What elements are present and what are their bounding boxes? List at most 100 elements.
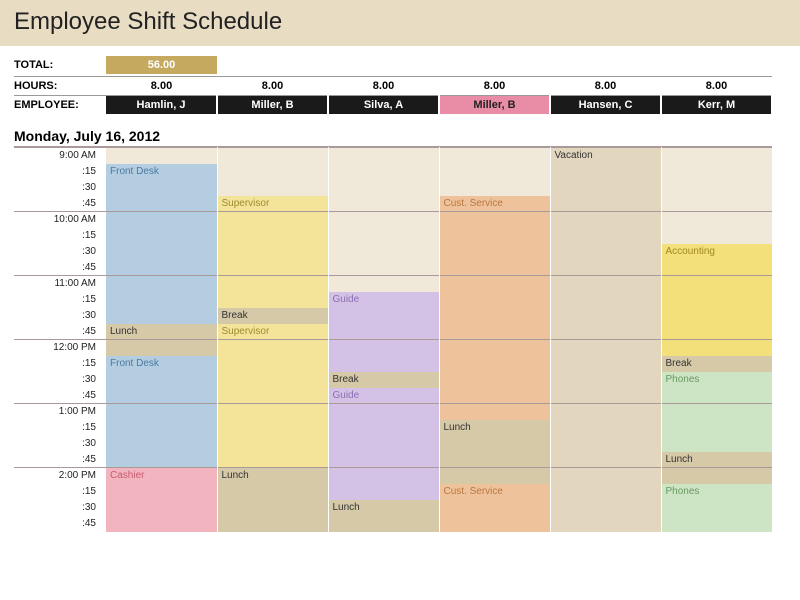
schedule-cell[interactable] xyxy=(550,372,661,388)
schedule-cell[interactable] xyxy=(439,276,550,292)
schedule-cell[interactable] xyxy=(439,260,550,276)
schedule-cell[interactable] xyxy=(106,244,217,260)
schedule-cell[interactable] xyxy=(217,228,328,244)
schedule-cell[interactable] xyxy=(217,404,328,420)
schedule-cell[interactable]: Lunch xyxy=(439,420,550,436)
schedule-cell[interactable] xyxy=(550,452,661,468)
schedule-cell[interactable]: Supervisor xyxy=(217,196,328,212)
schedule-cell[interactable] xyxy=(106,340,217,356)
schedule-cell[interactable] xyxy=(661,196,772,212)
schedule-cell[interactable] xyxy=(217,244,328,260)
schedule-cell[interactable] xyxy=(217,276,328,292)
schedule-cell[interactable]: Guide xyxy=(328,388,439,404)
schedule-cell[interactable]: Guide xyxy=(328,292,439,308)
schedule-cell[interactable] xyxy=(661,324,772,340)
schedule-cell[interactable] xyxy=(328,228,439,244)
schedule-cell[interactable] xyxy=(217,500,328,516)
schedule-cell[interactable] xyxy=(106,148,217,164)
schedule-cell[interactable] xyxy=(217,356,328,372)
schedule-cell[interactable] xyxy=(550,244,661,260)
schedule-cell[interactable]: Vacation xyxy=(550,148,661,164)
schedule-cell[interactable] xyxy=(106,260,217,276)
schedule-cell[interactable] xyxy=(217,260,328,276)
schedule-cell[interactable] xyxy=(550,276,661,292)
schedule-cell[interactable] xyxy=(217,484,328,500)
schedule-cell[interactable] xyxy=(217,452,328,468)
schedule-cell[interactable] xyxy=(661,516,772,532)
schedule-cell[interactable] xyxy=(661,308,772,324)
schedule-cell[interactable] xyxy=(217,340,328,356)
schedule-cell[interactable] xyxy=(661,388,772,404)
schedule-cell[interactable] xyxy=(106,452,217,468)
schedule-cell[interactable] xyxy=(328,420,439,436)
employee-cell[interactable]: Miller, B xyxy=(217,96,328,115)
schedule-cell[interactable] xyxy=(217,388,328,404)
schedule-cell[interactable]: Cust. Service xyxy=(439,196,550,212)
schedule-cell[interactable] xyxy=(439,308,550,324)
schedule-cell[interactable] xyxy=(439,148,550,164)
schedule-cell[interactable] xyxy=(439,516,550,532)
employee-cell[interactable]: Silva, A xyxy=(328,96,439,115)
schedule-cell[interactable] xyxy=(328,468,439,484)
schedule-cell[interactable] xyxy=(439,244,550,260)
schedule-cell[interactable] xyxy=(328,148,439,164)
schedule-cell[interactable] xyxy=(217,180,328,196)
schedule-cell[interactable] xyxy=(106,196,217,212)
schedule-cell[interactable] xyxy=(550,404,661,420)
schedule-cell[interactable] xyxy=(328,260,439,276)
schedule-cell[interactable] xyxy=(661,260,772,276)
schedule-cell[interactable]: Supervisor xyxy=(217,324,328,340)
schedule-cell[interactable] xyxy=(217,516,328,532)
schedule-cell[interactable] xyxy=(439,388,550,404)
schedule-cell[interactable] xyxy=(328,452,439,468)
schedule-cell[interactable] xyxy=(439,436,550,452)
schedule-cell[interactable] xyxy=(550,436,661,452)
schedule-cell[interactable] xyxy=(661,340,772,356)
schedule-cell[interactable] xyxy=(550,420,661,436)
schedule-cell[interactable] xyxy=(661,180,772,196)
schedule-cell[interactable] xyxy=(661,468,772,484)
schedule-cell[interactable] xyxy=(328,436,439,452)
schedule-cell[interactable] xyxy=(550,196,661,212)
employee-cell[interactable]: Kerr, M xyxy=(661,96,772,115)
schedule-cell[interactable]: Break xyxy=(328,372,439,388)
schedule-cell[interactable] xyxy=(550,292,661,308)
schedule-cell[interactable]: Phones xyxy=(661,372,772,388)
schedule-cell[interactable] xyxy=(550,164,661,180)
schedule-cell[interactable] xyxy=(550,388,661,404)
schedule-cell[interactable] xyxy=(550,228,661,244)
schedule-cell[interactable] xyxy=(550,212,661,228)
employee-cell[interactable]: Hamlin, J xyxy=(106,96,217,115)
schedule-cell[interactable] xyxy=(439,212,550,228)
schedule-cell[interactable]: Front Desk xyxy=(106,164,217,180)
schedule-cell[interactable] xyxy=(217,164,328,180)
schedule-cell[interactable]: Break xyxy=(217,308,328,324)
schedule-cell[interactable] xyxy=(328,404,439,420)
schedule-cell[interactable] xyxy=(550,340,661,356)
schedule-cell[interactable] xyxy=(106,516,217,532)
schedule-cell[interactable]: Lunch xyxy=(217,468,328,484)
schedule-cell[interactable] xyxy=(550,484,661,500)
schedule-cell[interactable] xyxy=(328,164,439,180)
schedule-cell[interactable] xyxy=(106,420,217,436)
schedule-cell[interactable] xyxy=(550,308,661,324)
schedule-cell[interactable] xyxy=(439,468,550,484)
schedule-cell[interactable]: Cust. Service xyxy=(439,484,550,500)
schedule-cell[interactable] xyxy=(217,148,328,164)
schedule-cell[interactable]: Accounting xyxy=(661,244,772,260)
schedule-cell[interactable] xyxy=(328,516,439,532)
schedule-cell[interactable] xyxy=(661,164,772,180)
schedule-cell[interactable] xyxy=(661,276,772,292)
schedule-cell[interactable]: Front Desk xyxy=(106,356,217,372)
schedule-cell[interactable] xyxy=(661,500,772,516)
schedule-cell[interactable] xyxy=(550,180,661,196)
schedule-cell[interactable] xyxy=(439,324,550,340)
schedule-cell[interactable]: Cashier xyxy=(106,468,217,484)
schedule-cell[interactable] xyxy=(106,292,217,308)
schedule-cell[interactable] xyxy=(328,340,439,356)
schedule-cell[interactable] xyxy=(439,500,550,516)
schedule-cell[interactable] xyxy=(661,436,772,452)
schedule-cell[interactable] xyxy=(439,372,550,388)
schedule-cell[interactable]: Break xyxy=(661,356,772,372)
schedule-cell[interactable] xyxy=(328,484,439,500)
